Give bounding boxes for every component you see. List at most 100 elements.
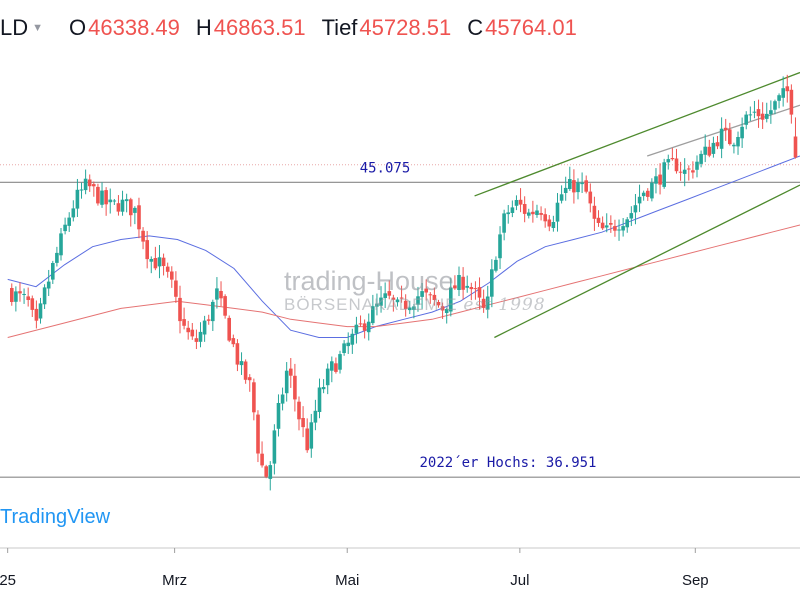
candle [14, 286, 18, 312]
candle [765, 102, 769, 123]
candle-body [141, 230, 145, 242]
candle-body [740, 126, 744, 139]
candle [399, 285, 404, 303]
symbol-label[interactable]: LD [0, 15, 29, 40]
candle [371, 294, 375, 326]
candle [309, 413, 314, 458]
chevron-down-icon[interactable]: ▼ [32, 22, 44, 34]
candle-body [161, 257, 166, 266]
candle [408, 300, 412, 314]
candle [252, 378, 256, 421]
candle [403, 294, 408, 317]
candle-body [416, 296, 420, 305]
candle [719, 117, 724, 159]
candle [202, 315, 207, 342]
candle [584, 175, 588, 194]
candle [568, 166, 572, 191]
candle [494, 256, 498, 273]
candle [547, 215, 552, 232]
candle-body [75, 189, 80, 209]
candle-body [252, 382, 256, 413]
candle [756, 99, 761, 128]
candle-body [756, 109, 761, 117]
candle-body [592, 205, 597, 219]
candle-body [317, 387, 322, 412]
candle-body [92, 184, 96, 187]
candle-body [14, 291, 18, 302]
x-tick-label: 25 [0, 572, 16, 589]
low-label: Tief [321, 15, 358, 40]
candle-body [243, 361, 248, 380]
candle-body [629, 213, 634, 219]
candle-body [338, 354, 342, 370]
candle-body [334, 363, 338, 372]
candle [71, 200, 76, 222]
candle [321, 379, 326, 394]
candle [170, 266, 174, 288]
candle-body [116, 203, 121, 212]
candle [531, 200, 535, 223]
candle [63, 217, 67, 235]
candle-body [793, 136, 798, 158]
candle [87, 174, 92, 192]
candle-body [559, 194, 564, 201]
candle-body [736, 137, 740, 147]
candle-body [633, 205, 638, 213]
candle-body [104, 190, 108, 205]
candle-body [354, 324, 359, 334]
candle-body [691, 170, 695, 173]
candle [10, 283, 14, 306]
candle-body [211, 301, 215, 322]
candle-body [477, 287, 482, 298]
candle [362, 319, 367, 339]
candle [219, 281, 223, 307]
candle-body [596, 217, 601, 223]
candle [703, 134, 707, 163]
candle-body [522, 204, 527, 214]
candle [366, 313, 371, 341]
candle-body [83, 178, 88, 191]
candle [436, 299, 441, 308]
candle-body [699, 153, 703, 164]
x-tick-label: Jul [510, 572, 529, 589]
annotation-text-0: 45.075 [360, 160, 411, 176]
candle [609, 215, 613, 233]
candle [535, 204, 539, 218]
tradingview-logo[interactable]: TradingView [0, 506, 113, 529]
candle-body [432, 294, 437, 300]
candle-body [194, 338, 199, 342]
candle-body [272, 430, 277, 464]
candle [206, 314, 211, 325]
candle [732, 142, 736, 154]
candle [687, 165, 691, 181]
candle [338, 350, 342, 374]
candle-body [256, 414, 260, 454]
candle-body [264, 466, 268, 477]
candle [596, 210, 601, 227]
candle [342, 340, 346, 356]
candle [551, 215, 556, 232]
candle [137, 197, 141, 239]
candle [22, 288, 26, 304]
candle [161, 253, 166, 276]
candle-body [707, 146, 712, 156]
candle-body [260, 453, 264, 466]
trend-line-inner [646, 104, 800, 157]
candle [112, 198, 117, 205]
candle [293, 363, 297, 412]
candle [646, 188, 650, 201]
candle-body [662, 162, 666, 187]
candle-body [145, 240, 149, 260]
candle-body [461, 276, 465, 290]
candle-body [449, 287, 453, 312]
candle [346, 332, 350, 354]
candle-body [174, 280, 178, 297]
candle-body [293, 375, 297, 400]
candle-body [637, 196, 642, 204]
candle-body [531, 211, 535, 215]
candle-body [34, 308, 39, 321]
candle [301, 406, 305, 438]
candle [55, 246, 59, 267]
candle [387, 280, 392, 300]
